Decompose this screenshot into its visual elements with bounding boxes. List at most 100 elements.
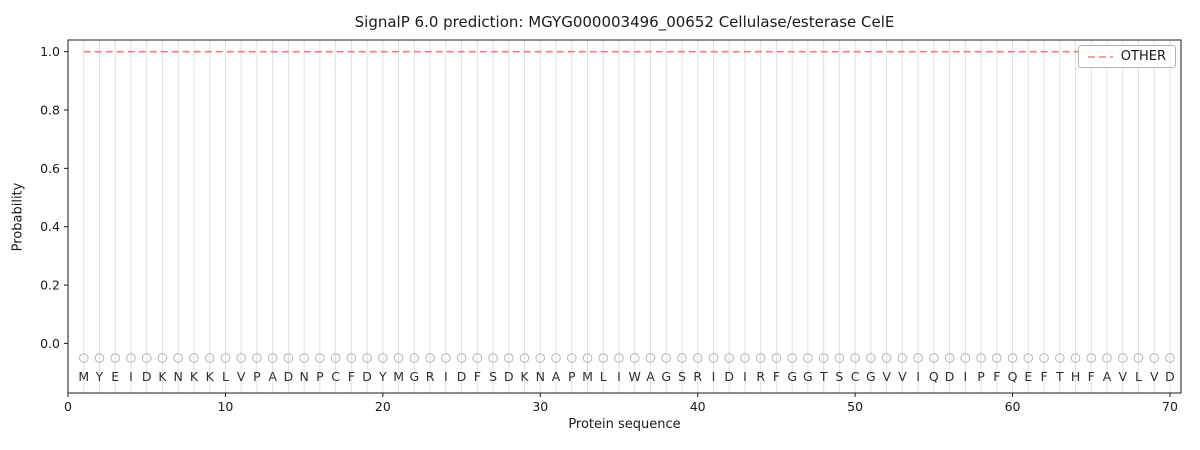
residue-letter: L <box>1135 369 1142 384</box>
residue-letter: D <box>142 369 152 384</box>
residue-letter: D <box>284 369 294 384</box>
residue-marker <box>535 353 546 363</box>
residue-marker <box>126 353 136 363</box>
residue-marker <box>1039 353 1049 363</box>
residue-marker <box>503 353 514 363</box>
residue-marker <box>236 353 247 363</box>
residue-letter: D <box>504 369 514 384</box>
residue-marker <box>991 353 1002 363</box>
residue-marker <box>551 353 561 363</box>
residue-marker <box>299 353 309 363</box>
x-axis-label: Protein sequence <box>568 417 681 432</box>
residue-marker <box>1165 353 1175 363</box>
residue-marker <box>708 353 719 363</box>
residue-marker <box>692 353 703 363</box>
residue-letter: Q <box>929 369 939 384</box>
residue-marker <box>425 353 435 363</box>
y-tick-label: 0.6 <box>40 161 60 176</box>
residue-marker <box>440 353 451 363</box>
residue-letter: D <box>457 369 467 384</box>
residue-marker <box>267 353 278 363</box>
residue-marker <box>283 353 294 363</box>
residue-marker <box>818 353 829 363</box>
residue-letter: L <box>600 369 607 384</box>
chart-title: SignalP 6.0 prediction: MGYG000003496_00… <box>354 13 895 31</box>
residue-marker <box>1070 353 1081 363</box>
residue-marker <box>913 353 923 363</box>
residue-letter: E <box>1024 369 1032 384</box>
residue-letter: T <box>819 369 828 384</box>
residue-marker <box>519 353 530 363</box>
residue-letter: V <box>1150 369 1159 384</box>
residue-letter: T <box>1055 369 1064 384</box>
residue-marker <box>724 353 735 363</box>
residue-letter: N <box>299 369 308 384</box>
y-tick-label: 0.4 <box>40 219 60 234</box>
residue-letter: V <box>898 369 907 384</box>
residue-marker <box>1117 353 1128 363</box>
residue-letter: N <box>536 369 545 384</box>
x-tick-label: 20 <box>375 399 391 414</box>
residue-marker <box>472 353 483 363</box>
residue-marker <box>204 353 215 363</box>
residue-letter: R <box>693 369 702 384</box>
residue-letter: M <box>393 369 404 384</box>
x-tick-label: 0 <box>64 399 72 414</box>
legend-dashed-line-icon <box>1087 55 1113 58</box>
residue-marker <box>94 353 105 363</box>
residue-letter: V <box>882 369 891 384</box>
residue-marker <box>220 353 231 363</box>
residue-marker <box>740 353 750 363</box>
residue-letter: F <box>773 369 780 384</box>
residue-marker <box>960 353 971 363</box>
residue-letter: I <box>617 369 621 384</box>
residue-letter: Q <box>1008 369 1018 384</box>
residue-marker <box>252 353 262 363</box>
legend-label-other: OTHER <box>1120 49 1166 64</box>
plot-frame <box>67 39 1182 394</box>
residue-letter: A <box>268 369 277 384</box>
residue-letter: G <box>409 369 419 384</box>
residue-letter: D <box>362 369 372 384</box>
residue-marker <box>755 353 766 363</box>
residue-marker <box>488 353 498 363</box>
residue-marker <box>1133 353 1144 363</box>
residue-letter: N <box>174 369 183 384</box>
residue-marker <box>393 353 404 363</box>
residue-marker <box>834 353 845 363</box>
residue-marker <box>1023 353 1034 363</box>
residue-marker <box>645 353 656 363</box>
residue-letter: P <box>316 369 324 384</box>
residue-letter: M <box>582 369 593 384</box>
residue-marker <box>582 353 593 363</box>
residue-letter: M <box>78 369 89 384</box>
y-tick-label: 1.0 <box>40 44 60 59</box>
residue-marker <box>614 353 624 363</box>
residue-marker <box>1149 353 1160 363</box>
residue-letter: G <box>866 369 876 384</box>
residue-letter: L <box>222 369 229 384</box>
residue-marker <box>189 353 199 363</box>
residue-marker <box>110 353 121 363</box>
residue-marker <box>629 353 640 363</box>
residue-marker <box>881 353 892 363</box>
residue-marker <box>456 353 467 363</box>
residue-letter: I <box>712 369 716 384</box>
residue-marker <box>315 353 325 363</box>
residue-letter: A <box>552 369 561 384</box>
residue-letter: V <box>1118 369 1127 384</box>
residue-marker <box>78 353 89 363</box>
residue-marker <box>346 353 357 363</box>
x-tick-label: 40 <box>690 399 706 414</box>
residue-letter: G <box>661 369 671 384</box>
residue-marker <box>771 353 782 363</box>
residue-marker <box>409 353 420 363</box>
residue-letter: W <box>629 369 641 384</box>
x-tick-label: 70 <box>1162 399 1178 414</box>
residue-letter: D <box>724 369 734 384</box>
residue-letter: D <box>945 369 955 384</box>
residue-letter: Y <box>95 369 104 384</box>
residue-marker <box>897 353 908 363</box>
